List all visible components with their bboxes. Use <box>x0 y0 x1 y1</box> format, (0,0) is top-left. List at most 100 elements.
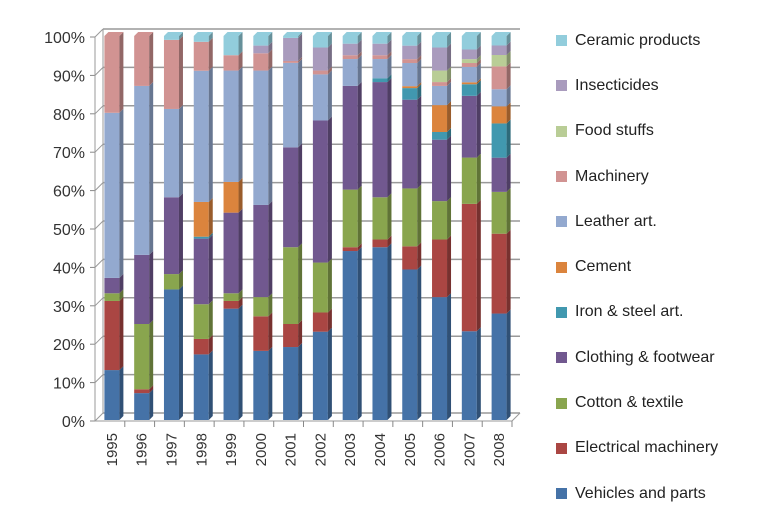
bar-segment-insecticides-2001 <box>283 37 299 61</box>
bar-segment-side <box>149 250 154 324</box>
bar-segment-side <box>298 32 303 38</box>
bar-segment-iron-steel-art--2007 <box>461 84 477 96</box>
bar-segment-electrical-machinery-2003 <box>342 247 358 252</box>
legend-item-cement: Cement <box>556 244 718 289</box>
bar-top <box>402 32 422 36</box>
bar-segment-side <box>447 128 452 140</box>
bar-segment-side <box>506 41 511 56</box>
bar-segment-clothing-footwear-2005 <box>402 99 418 189</box>
bar-segment-vehicles-and-parts-1996 <box>134 393 150 420</box>
bar-segment-vehicles-and-parts-1995 <box>104 370 120 420</box>
bar-segment-side <box>417 32 422 46</box>
y-tick-label: 80% <box>53 107 85 124</box>
bar-segment-vehicles-and-parts-2003 <box>342 251 358 420</box>
legend-item-electrical-machinery: Electrical machinery <box>556 426 718 471</box>
bar-segment-leather-art--1999 <box>223 70 239 182</box>
bar-segment-side <box>149 81 154 255</box>
bar-segment-cotton-textile-1997 <box>163 274 179 290</box>
bar-segment-ceramic-products-2001 <box>283 36 299 38</box>
gridline-diag <box>94 335 104 345</box>
bar-segment-side <box>506 62 511 90</box>
legend-label: Cement <box>575 258 632 276</box>
bar-segment-side <box>387 39 392 56</box>
bar-segment-side <box>149 32 154 86</box>
bar-segment-side <box>417 59 422 87</box>
gridline-diag <box>94 143 104 153</box>
bar-segment-cotton-textile-1999 <box>223 293 239 301</box>
y-tick-label: 20% <box>53 337 85 354</box>
bar-segment-ceramic-products-2006 <box>432 36 448 48</box>
y-tick-label: 70% <box>53 145 85 162</box>
bar-segment-side <box>506 187 511 234</box>
bar-segment-side <box>119 366 124 420</box>
bar-segment-electrical-machinery-1995 <box>104 300 120 371</box>
legend-swatch <box>556 125 567 137</box>
bar-segment-side <box>238 289 243 301</box>
bar-2008 <box>491 32 511 420</box>
bar-segment-side <box>298 33 303 61</box>
bar-top <box>163 32 183 36</box>
bar-segment-machinery-2002 <box>312 70 328 75</box>
legend-label: Insecticides <box>575 76 659 94</box>
bar-2000 <box>253 32 273 420</box>
y-tick-label: 90% <box>53 68 85 85</box>
bar-segment-cotton-textile-1996 <box>134 324 150 390</box>
bar-segment-side <box>357 55 362 86</box>
bar-segment-vehicles-and-parts-2007 <box>461 331 477 420</box>
y-tick-label: 40% <box>53 260 85 277</box>
bar-segment-side <box>506 119 511 158</box>
bar-segment-iron-steel-art--2004 <box>372 78 388 83</box>
bar-segment-side <box>238 304 243 420</box>
bar-segment-side <box>476 59 481 67</box>
bar-segment-side <box>327 43 332 71</box>
bar-segment-side <box>238 51 243 71</box>
bar-segment-machinery-2005 <box>402 59 418 64</box>
x-tick-label: 2003 <box>342 433 359 466</box>
bar-segment-vehicles-and-parts-1997 <box>163 289 179 420</box>
bar-segment-clothing-footwear-1996 <box>134 254 150 324</box>
bar-segment-side <box>178 285 183 420</box>
bar-segment-side <box>447 235 452 298</box>
bar-top <box>283 32 303 36</box>
bar-segment-cotton-textile-2000 <box>253 297 269 317</box>
bar-segment-vehicles-and-parts-2008 <box>491 313 507 420</box>
bar-segment-machinery-1997 <box>163 39 179 109</box>
bar-segment-iron-steel-art--2006 <box>432 132 448 140</box>
bar-segment-ceramic-products-1999 <box>223 36 239 56</box>
bar-segment-side <box>387 32 392 44</box>
bar-segment-machinery-1998 <box>193 41 209 71</box>
bar-segment-side <box>476 62 481 83</box>
bar-segment-side <box>119 289 124 301</box>
bar-2006 <box>432 32 452 420</box>
bar-segment-clothing-footwear-1997 <box>163 197 179 275</box>
bar-segment-leather-art--2006 <box>432 85 448 106</box>
bar-top <box>491 32 511 36</box>
bar-segment-vehicles-and-parts-2004 <box>372 247 388 420</box>
bar-segment-side <box>178 104 183 198</box>
bar-1997 <box>163 32 183 420</box>
bar-segment-side <box>208 37 213 71</box>
x-tick-label: 1997 <box>163 433 180 466</box>
bar-segment-cotton-textile-2008 <box>491 191 507 234</box>
bar-segment-electrical-machinery-2008 <box>491 233 507 314</box>
y-tick-label: 50% <box>53 222 85 239</box>
bar-segment-electrical-machinery-1996 <box>134 389 150 394</box>
bar-segment-cement-2007 <box>461 82 477 85</box>
x-tick-label: 2008 <box>491 433 508 466</box>
x-tick-label: 2005 <box>402 433 419 466</box>
legend-swatch <box>556 261 567 273</box>
bar-segment-cotton-textile-2001 <box>283 247 299 324</box>
bar-segment-side <box>208 232 213 239</box>
bars <box>104 32 511 420</box>
legend-swatch <box>556 306 567 318</box>
bar-segment-cotton-textile-2006 <box>432 201 448 240</box>
y-tick-label: 0% <box>62 414 85 431</box>
legend-item-food-stuffs: Food stuffs <box>556 109 718 154</box>
bar-segment-machinery-2003 <box>342 55 358 60</box>
bar-segment-ceramic-products-2007 <box>461 36 477 50</box>
legend-label: Machinery <box>575 167 649 185</box>
bar-segment-electrical-machinery-2006 <box>432 239 448 298</box>
bar-segment-leather-art--2003 <box>342 59 358 86</box>
legend-item-leather-art-: Leather art. <box>556 199 718 244</box>
